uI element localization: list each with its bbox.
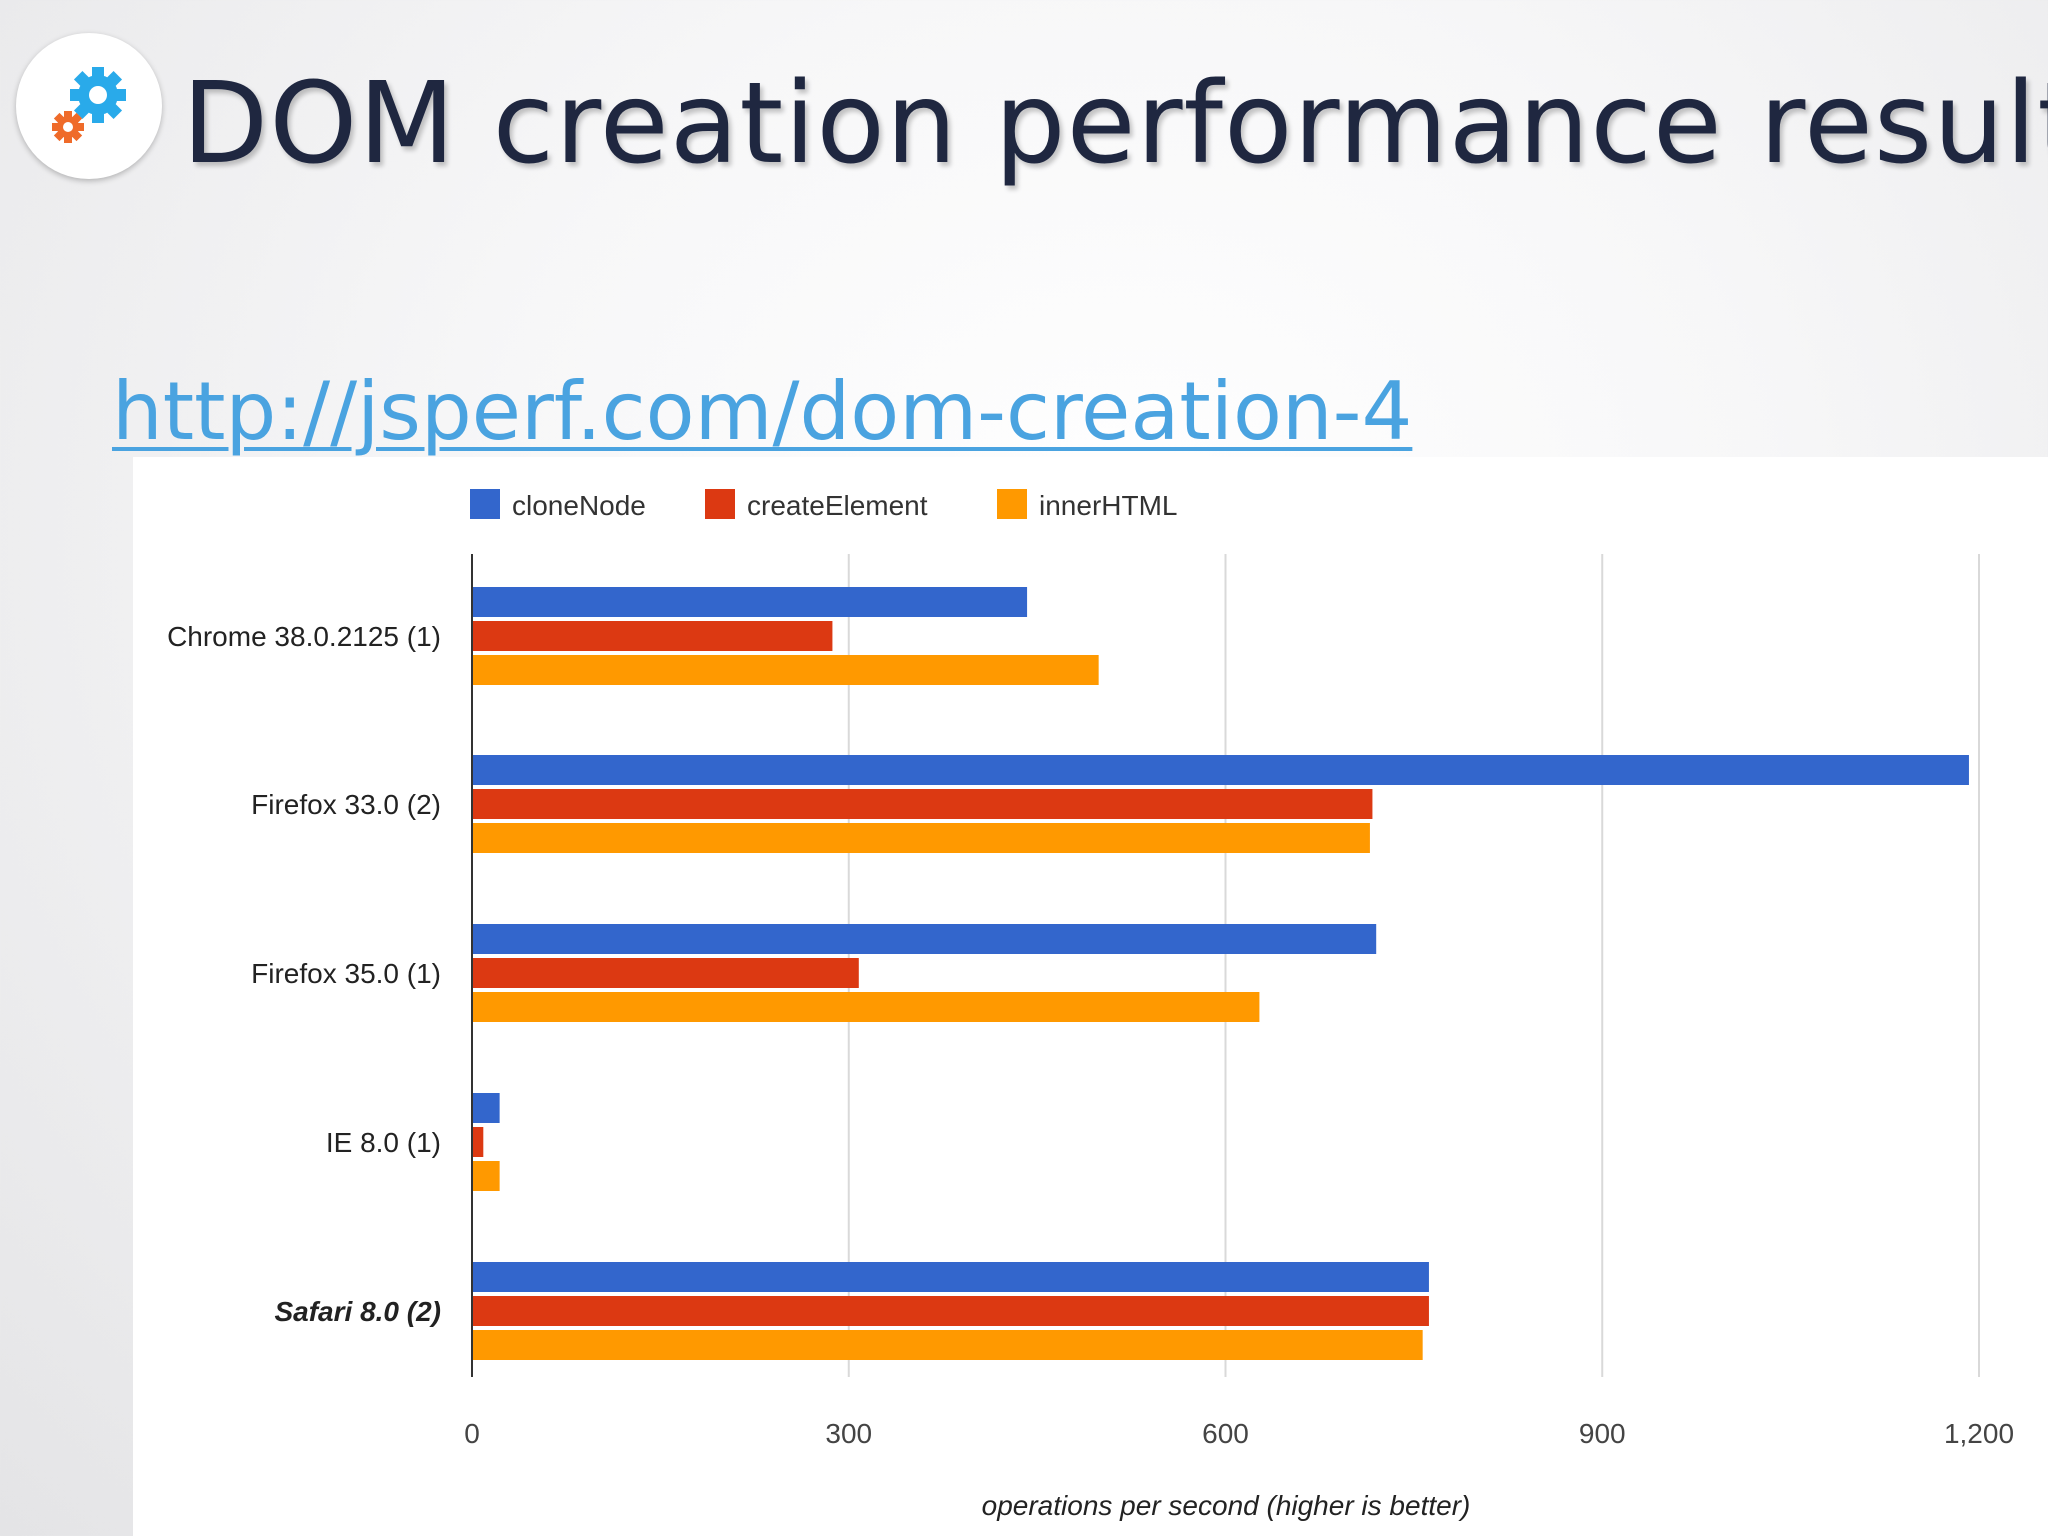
bar-createelement-firefox-33-0-2 — [472, 789, 1373, 819]
legend-label-createelement: createElement — [747, 490, 928, 521]
gears-icon — [52, 67, 126, 143]
chart-panel: cloneNode createElement innerHTML Chrome 38… — [133, 457, 2048, 1536]
category-label-firefox-33-0-2: Firefox 33.0 (2) — [251, 789, 441, 820]
legend-swatch-createelement — [705, 489, 735, 519]
bar-innerhtml-safari-8-0-2 — [472, 1330, 1423, 1360]
legend-swatch-innerhtml — [997, 489, 1027, 519]
bar-innerhtml-chrome-38-0-2125-1 — [472, 655, 1099, 685]
category-label-firefox-35-0-1: Firefox 35.0 (1) — [251, 958, 441, 989]
bar-chart: cloneNode createElement innerHTML Chrome 38… — [167, 489, 2014, 1521]
x-tick-label-4: 1,200 — [1944, 1418, 2014, 1449]
jsperf-link[interactable]: http://jsperf.com/dom-creation-4 — [112, 365, 1413, 458]
x-axis-title: operations per second (higher is better) — [982, 1490, 1471, 1521]
category-label-ie-8-0-1: IE 8.0 (1) — [326, 1127, 441, 1158]
x-tick-label-3: 900 — [1579, 1418, 1626, 1449]
x-tick-label-0: 0 — [464, 1418, 480, 1449]
x-tick-label-2: 600 — [1202, 1418, 1249, 1449]
bar-innerhtml-firefox-35-0-1 — [472, 992, 1260, 1022]
bar-createelement-ie-8-0-1 — [472, 1127, 484, 1157]
logo — [16, 33, 162, 179]
category-label-chrome-38-0-2125-1: Chrome 38.0.2125 (1) — [167, 621, 441, 652]
bar-createelement-safari-8-0-2 — [472, 1296, 1429, 1326]
bar-innerhtml-firefox-33-0-2 — [472, 823, 1370, 853]
legend-label-clonenode: cloneNode — [512, 490, 646, 521]
legend-label-innerhtml: innerHTML — [1039, 490, 1177, 521]
bar-clonenode-chrome-38-0-2125-1 — [472, 587, 1028, 617]
category-label-safari-8-0-2: Safari 8.0 (2) — [274, 1296, 441, 1327]
bar-clonenode-firefox-35-0-1 — [472, 924, 1377, 954]
bar-clonenode-safari-8-0-2 — [472, 1262, 1429, 1292]
legend-swatch-clonenode — [470, 489, 500, 519]
slide-title: DOM creation performance results — [182, 59, 2048, 189]
bar-innerhtml-ie-8-0-1 — [472, 1161, 500, 1191]
bar-createelement-firefox-35-0-1 — [472, 958, 859, 988]
bar-createelement-chrome-38-0-2125-1 — [472, 621, 833, 651]
x-tick-label-1: 300 — [825, 1418, 872, 1449]
bar-clonenode-firefox-33-0-2 — [472, 755, 1969, 785]
bar-clonenode-ie-8-0-1 — [472, 1093, 500, 1123]
